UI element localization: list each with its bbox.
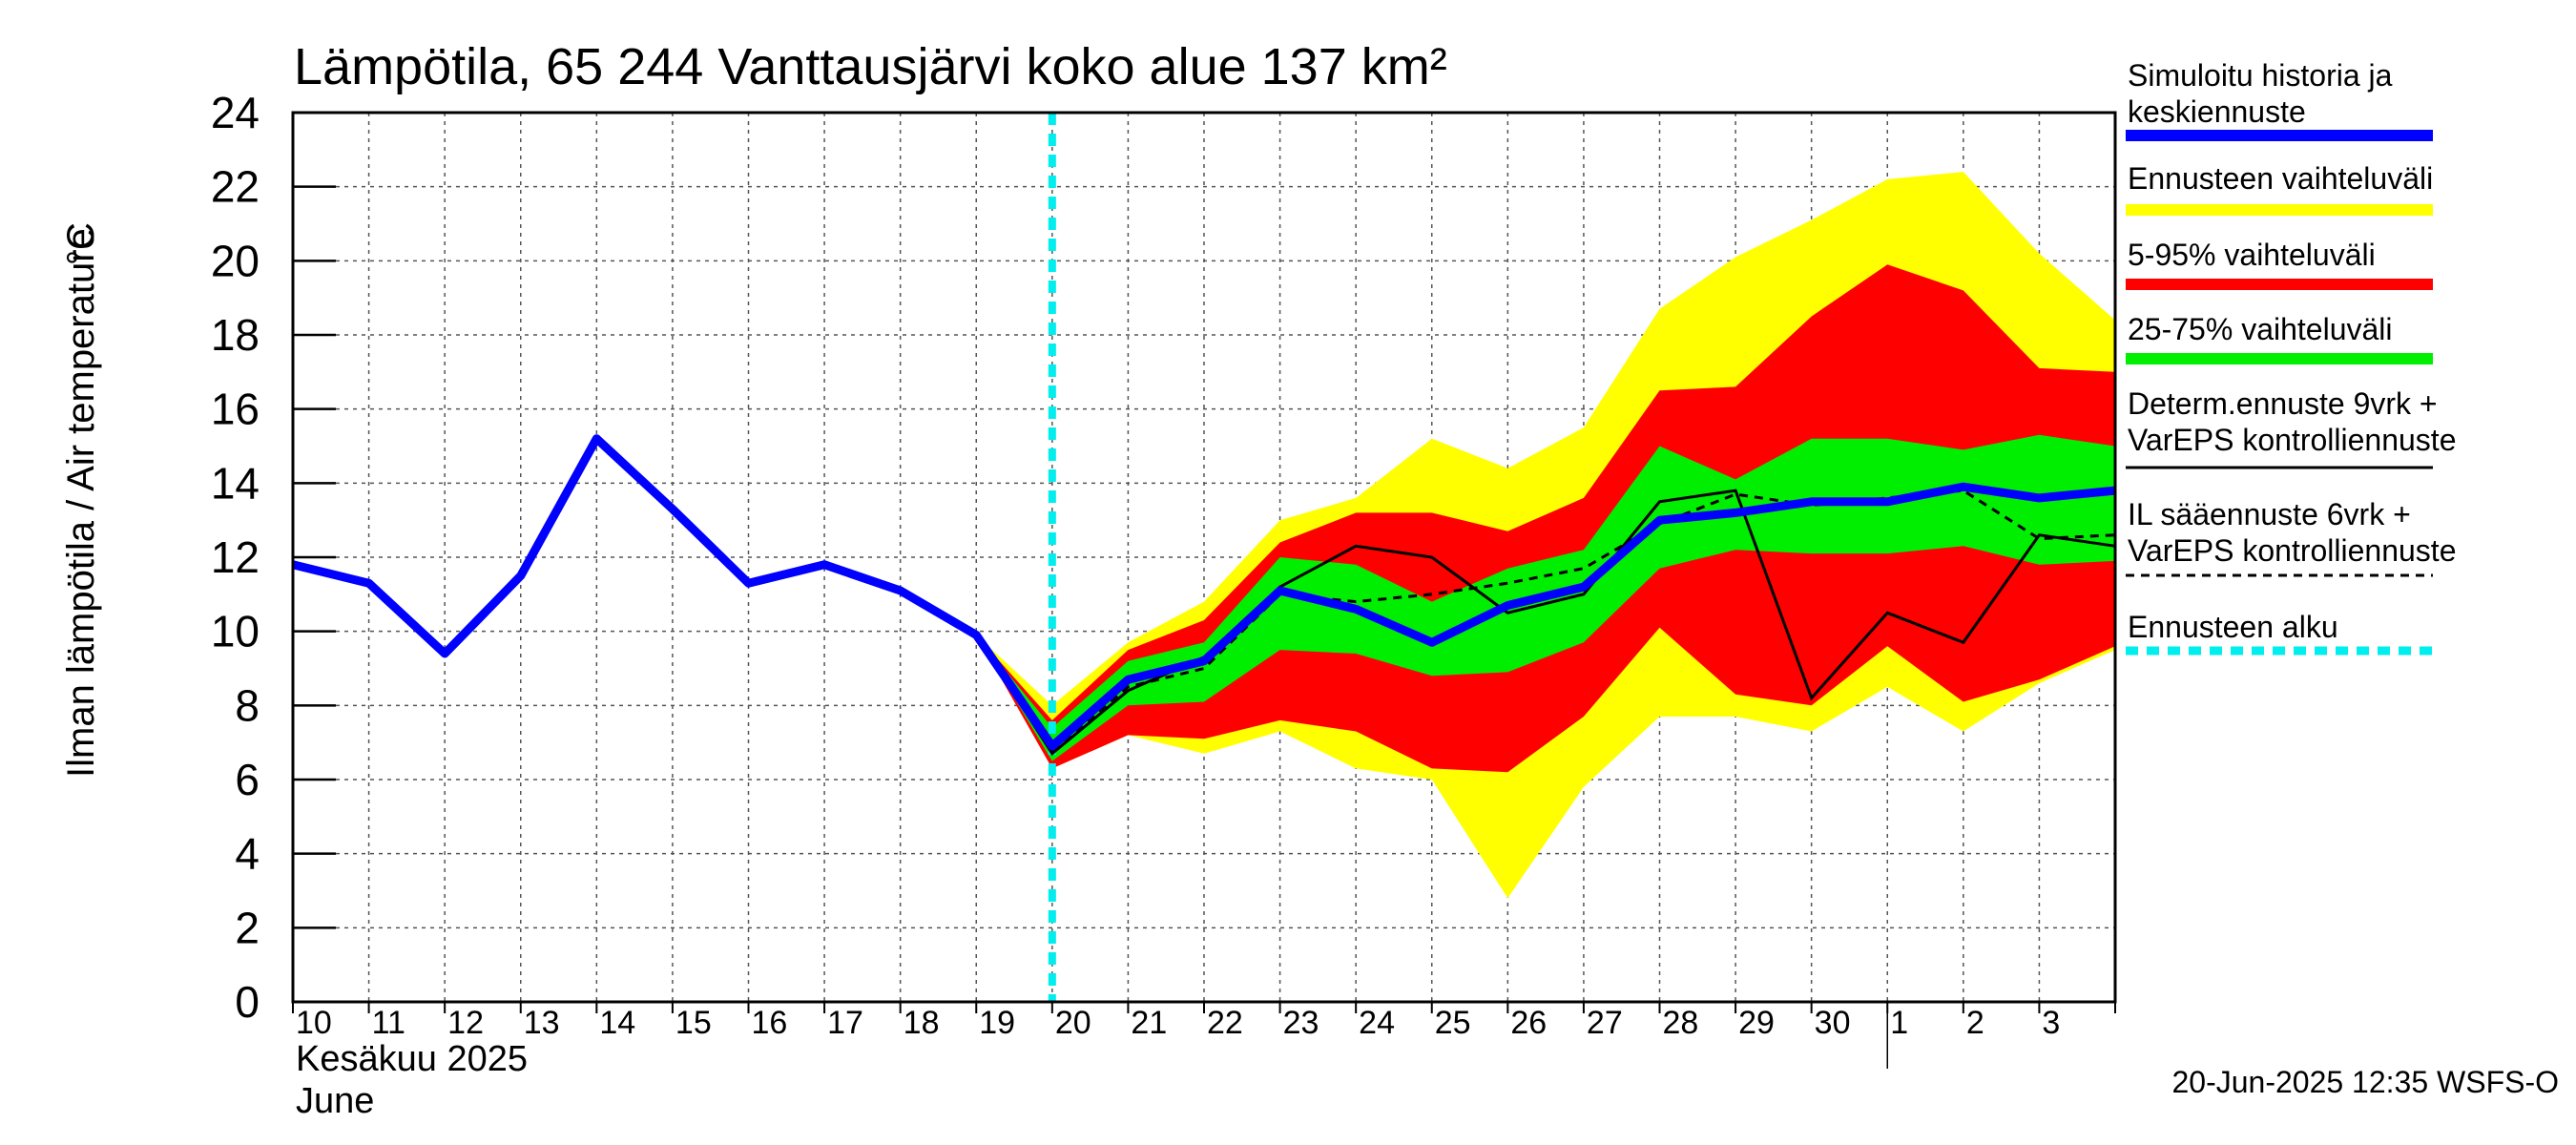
x-tick-label: 16: [752, 1005, 788, 1041]
legend-label: 5-95% vaihteluväli: [2128, 238, 2376, 272]
y-tick-label: 16: [211, 385, 260, 434]
x-tick-label: 20: [1055, 1005, 1091, 1041]
x-tick-label: 19: [979, 1005, 1015, 1041]
x-tick-label: 29: [1738, 1005, 1775, 1041]
legend-label: VarEPS kontrolliennuste: [2128, 423, 2456, 457]
x-tick-label: 23: [1283, 1005, 1319, 1041]
x-tick-label: 22: [1207, 1005, 1243, 1041]
y-axis-unit: °C: [60, 222, 102, 265]
y-tick-label: 20: [211, 236, 260, 285]
y-tick-label: 6: [235, 755, 260, 804]
x-tick-label: 1: [1890, 1005, 1908, 1041]
x-tick-label: 26: [1510, 1005, 1547, 1041]
x-tick-label: 21: [1131, 1005, 1167, 1041]
x-tick-label: 25: [1435, 1005, 1471, 1041]
x-tick-label: 28: [1663, 1005, 1699, 1041]
y-axis-label-group: Ilman lämpötila / Air temperature °C: [60, 222, 102, 778]
y-tick-label: 14: [211, 458, 260, 508]
x-tick-label: 2: [1966, 1005, 1984, 1041]
simulated-history-line: [291, 434, 2116, 751]
x-tick-label: 30: [1815, 1005, 1851, 1041]
forecast-bands: [976, 172, 2115, 899]
y-tick-label: 0: [235, 977, 260, 1027]
series-lines: [291, 113, 2116, 1002]
legend-label: keskiennuste: [2128, 94, 2306, 129]
legend-label: Ennusteen alku: [2128, 610, 2338, 644]
month-label-fi: Kesäkuu 2025: [296, 1039, 528, 1079]
legend-label: 25-75% vaihteluväli: [2128, 312, 2393, 346]
x-tick-label: 10: [296, 1005, 332, 1041]
x-tick-label: 15: [675, 1005, 712, 1041]
x-tick-label: 13: [524, 1005, 560, 1041]
month-label-en: June: [296, 1081, 374, 1121]
y-tick-label: 2: [235, 903, 260, 952]
timestamp: 20-Jun-2025 12:35 WSFS-O: [2171, 1065, 2559, 1099]
y-tick-label: 10: [211, 607, 260, 656]
legend-label: IL sääennuste 6vrk +: [2128, 497, 2411, 531]
chart-title: Lämpötila, 65 244 Vanttausjärvi koko alu…: [294, 38, 1447, 95]
legend-label: Simuloitu historia ja: [2128, 58, 2393, 93]
y-tick-label: 22: [211, 162, 260, 212]
x-tick-label: 17: [827, 1005, 863, 1041]
y-tick-label: 18: [211, 310, 260, 360]
x-tick-label: 3: [2042, 1005, 2060, 1041]
legend-label: Determ.ennuste 9vrk +: [2128, 386, 2438, 421]
y-tick-label: 12: [211, 532, 260, 582]
x-axis-ticks: 10 11 12 13 14 15 16 17 18 19 20 21 22 23 24 25 26 27 28 29…: [292, 1002, 2116, 1069]
x-tick-label: 11: [372, 1005, 405, 1041]
x-tick-label: 14: [599, 1005, 635, 1041]
legend-label: VarEPS kontrolliennuste: [2128, 533, 2456, 568]
y-tick-label: 8: [235, 680, 260, 730]
x-tick-label: 18: [904, 1005, 940, 1041]
legend-label: Ennusteen vaihteluväli: [2128, 161, 2433, 196]
y-tick-label: 4: [235, 829, 260, 879]
x-tick-label: 27: [1587, 1005, 1623, 1041]
x-tick-label: 12: [447, 1005, 484, 1041]
x-tick-label: 24: [1359, 1005, 1395, 1041]
y-tick-label: 24: [211, 88, 260, 137]
y-axis-label: Ilman lämpötila / Air temperature: [60, 228, 102, 778]
